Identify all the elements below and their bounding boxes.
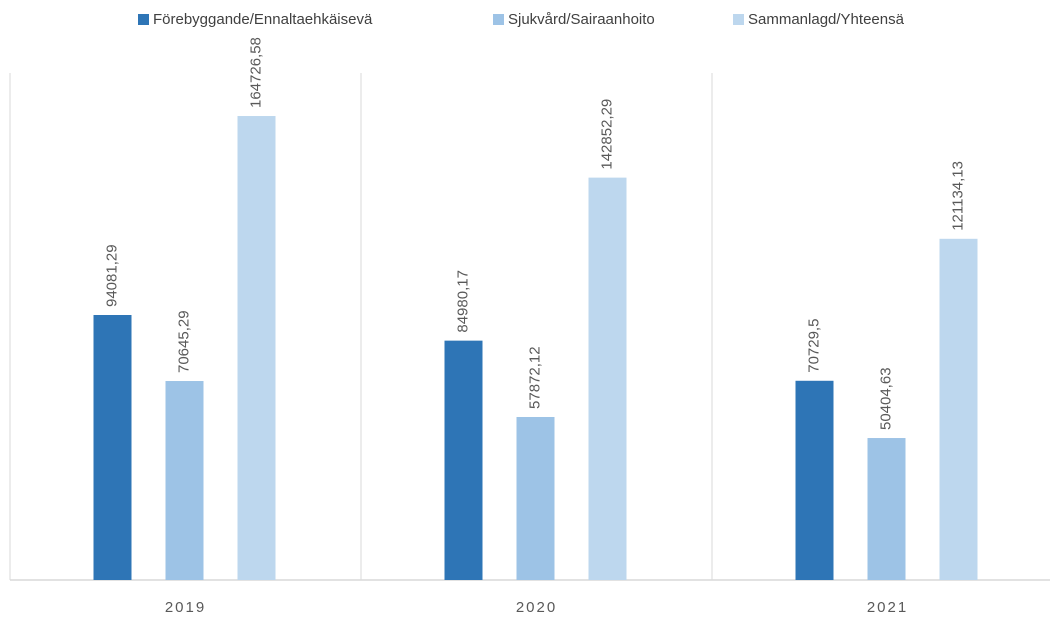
bar — [939, 238, 978, 580]
legend-swatch — [733, 14, 744, 25]
bar — [795, 380, 834, 580]
bar — [867, 438, 906, 580]
x-tick-label: 2021 — [867, 599, 908, 616]
value-label: 70645,29 — [175, 310, 192, 373]
bar — [93, 315, 132, 580]
value-label: 164726,58 — [247, 37, 264, 108]
legend-label: Sammanlagd/Yhteensä — [748, 11, 905, 28]
bar — [588, 177, 627, 580]
value-label: 70729,5 — [805, 319, 822, 373]
bar — [516, 416, 555, 580]
bar — [444, 340, 483, 580]
legend-label: Sjukvård/Sairaanhoito — [508, 11, 655, 28]
bar — [165, 381, 204, 580]
legend-swatch — [138, 14, 149, 25]
legend-label: Förebyggande/Ennaltaehkäisevä — [153, 11, 373, 28]
value-label: 84980,17 — [454, 270, 471, 333]
value-label: 121134,13 — [949, 161, 966, 231]
value-label: 50404,63 — [877, 367, 894, 430]
x-tick-label: 2019 — [165, 599, 206, 616]
legend: Förebyggande/Ennaltaehkäisevä Sjukvård/Sa… — [138, 11, 905, 28]
legend-swatch — [493, 14, 504, 25]
x-tick-label: 2020 — [516, 599, 557, 616]
value-label: 94081,29 — [103, 244, 120, 307]
value-label: 57872,12 — [526, 346, 543, 409]
bar — [237, 116, 276, 580]
value-label: 142852,29 — [598, 99, 615, 170]
